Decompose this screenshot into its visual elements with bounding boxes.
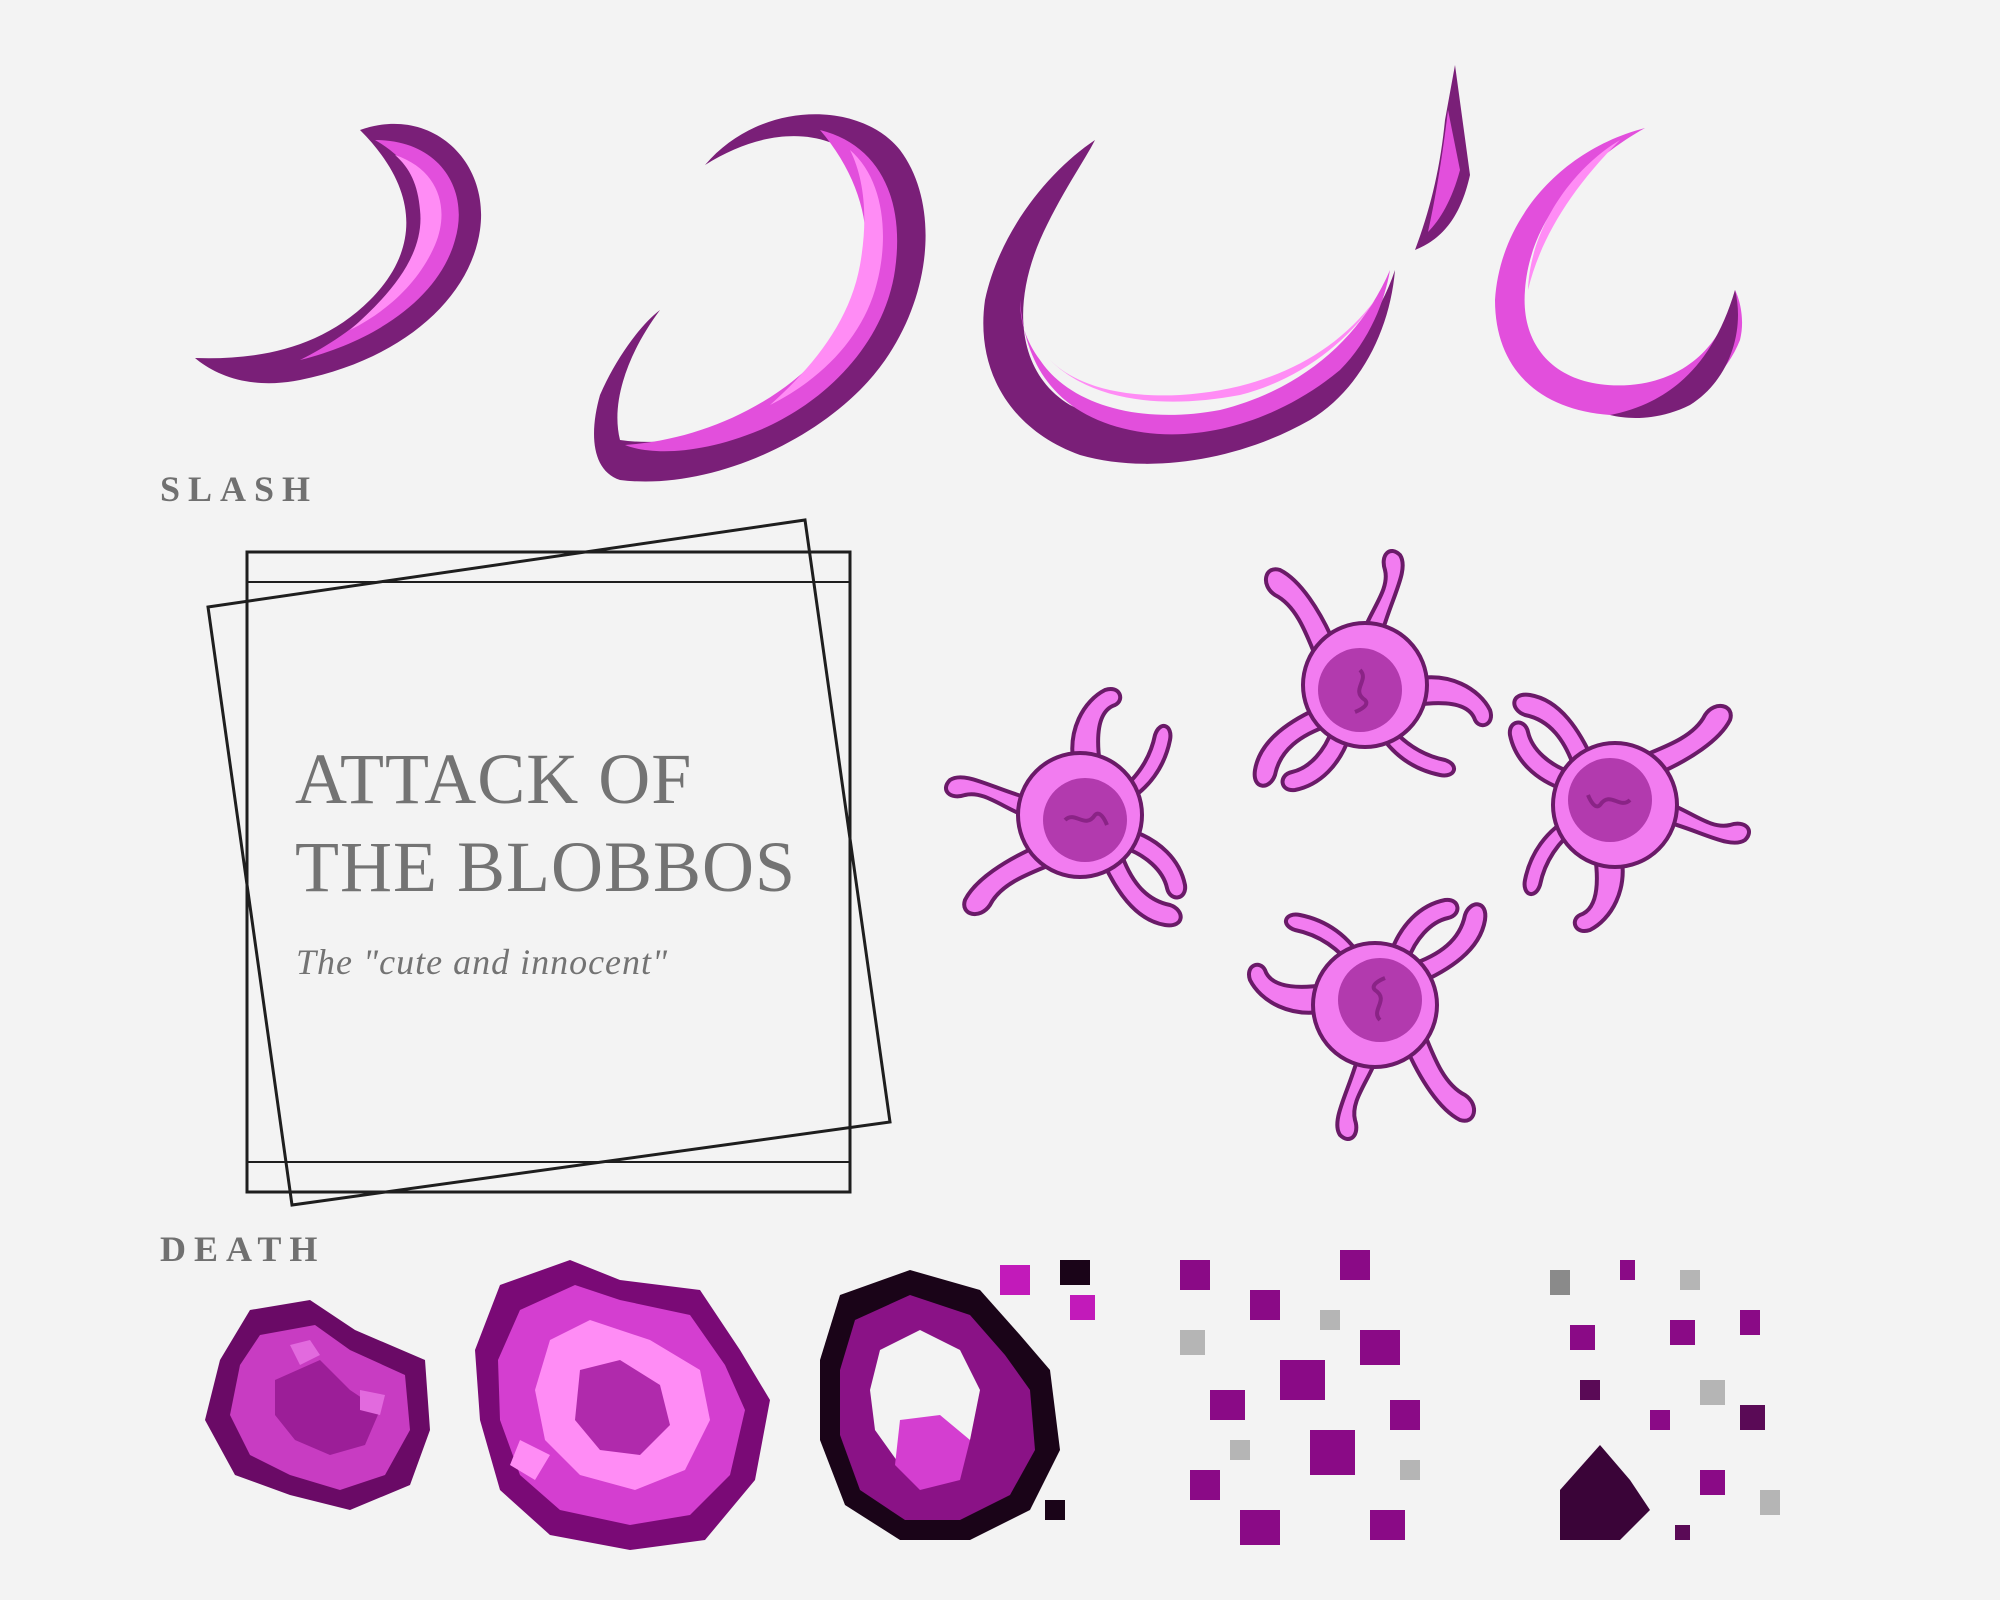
death-sprite-row [180, 1240, 1880, 1580]
blobbo-left-icon [943, 686, 1188, 928]
blobbo-top-icon [1252, 548, 1494, 793]
slash-frame-2-icon [594, 114, 926, 482]
title-line-2: THE BLOBBOS [295, 827, 797, 907]
death-frame-1-icon [205, 1300, 430, 1510]
page-subtitle: The "cute and innocent" [296, 942, 669, 982]
title-card: ATTACK OF THE BLOBBOS The "cute and inno… [200, 515, 900, 1215]
slash-sprite-row [0, 0, 2000, 500]
slash-section-label: SLASH [160, 469, 319, 509]
title-frame-lines [206, 518, 892, 1207]
slash-frame-3-icon [983, 65, 1470, 464]
blobbo-right-icon [1507, 692, 1752, 934]
blobbo-bottom-icon [1246, 897, 1488, 1142]
title-line-1: ATTACK OF [295, 739, 693, 819]
death-frame-5-icon [1550, 1260, 1780, 1540]
death-frame-4-icon [1180, 1250, 1420, 1545]
blobbo-sprite-cluster [900, 530, 1850, 1170]
death-section-label: DEATH [160, 1229, 326, 1269]
slash-frame-4-icon [1495, 128, 1743, 418]
death-frame-3-icon [820, 1260, 1095, 1540]
death-frame-2-icon [475, 1260, 770, 1550]
page-title: ATTACK OF THE BLOBBOS [295, 735, 855, 911]
slash-frame-1-icon [195, 123, 482, 384]
